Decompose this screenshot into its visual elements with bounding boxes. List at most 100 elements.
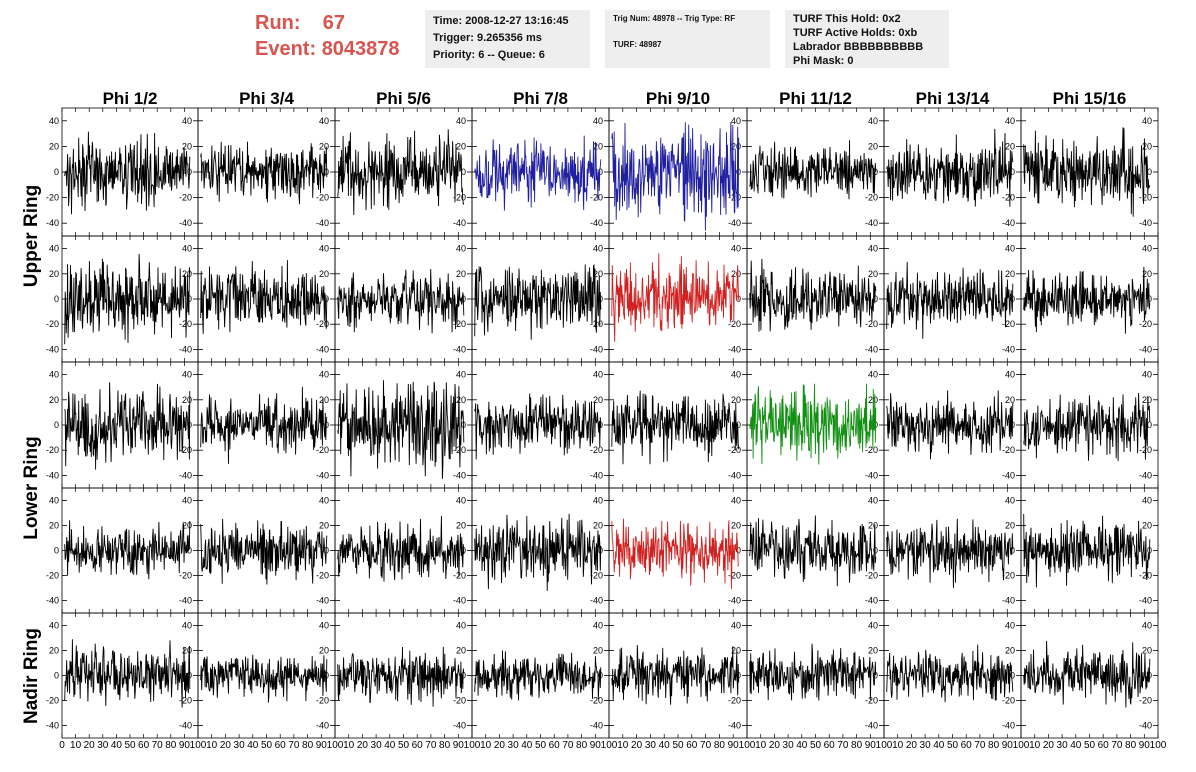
ytick-label-r4-c4--20: -20: [590, 571, 603, 581]
ytick-label-r5-c3-40: 40: [456, 621, 466, 631]
xtick-label-c7-100: 100: [1013, 740, 1030, 751]
ytick-label-r3-c5--40: -40: [728, 470, 741, 480]
ytick-label-r3-c3-40: 40: [456, 370, 466, 380]
ytick-label-r2-left--40: -40: [46, 344, 59, 354]
ytick-label-r2-c7-40: 40: [1005, 244, 1015, 254]
ytick-label-r2-c6-40: 40: [868, 244, 878, 254]
ytick-label-r5-c6-20: 20: [868, 646, 878, 656]
xtick-label-c5-10: 10: [617, 740, 629, 751]
ytick-label-r4-c8--20: -20: [1139, 571, 1152, 581]
ytick-label-r4-c3--40: -40: [453, 596, 466, 606]
xtick-label-c4-80: 80: [576, 740, 588, 751]
ytick-label-r3-c4-20: 20: [593, 395, 603, 405]
xtick-label-c3-100: 100: [464, 740, 481, 751]
ytick-label-r5-c2-40: 40: [319, 621, 329, 631]
xtick-label-c3-30: 30: [371, 740, 383, 751]
xtick-label-c1-40: 40: [111, 740, 123, 751]
ytick-label-r5-c3--40: -40: [453, 721, 466, 731]
ytick-label-r3-c2--40: -40: [316, 470, 329, 480]
xtick-label-c8-10: 10: [1029, 740, 1041, 751]
waveform-r4-c3: [337, 515, 465, 582]
ytick-label-r2-c3--20: -20: [453, 319, 466, 329]
panel-frame-r5-c4: [471, 612, 610, 739]
ytick-label-r2-c2--20: -20: [316, 319, 329, 329]
ytick-label-r4-c5-0: 0: [736, 546, 741, 556]
ytick-label-r5-left-40: 40: [49, 621, 59, 631]
xtick-label-c8-20: 20: [1043, 740, 1055, 751]
xtick-label-c5-60: 60: [686, 740, 698, 751]
ytick-label-r2-left-40: 40: [49, 244, 59, 254]
waveform-r5-c5: [611, 644, 740, 705]
ytick-label-r5-left-0: 0: [54, 671, 59, 681]
waveform-r3-c6: [749, 383, 877, 465]
ytick-label-r4-c6-40: 40: [868, 496, 878, 506]
ytick-label-r1-c1-40: 40: [182, 116, 192, 126]
waveform-r2-c7: [886, 261, 1014, 339]
ytick-label-r3-c2--20: -20: [316, 445, 329, 455]
waveform-r4-c4: [474, 513, 602, 592]
ytick-label-r1-left--40: -40: [46, 218, 59, 228]
xtick-label-c2-100: 100: [327, 740, 344, 751]
ytick-label-r5-c4--20: -20: [590, 696, 603, 706]
ytick-label-r4-c7-0: 0: [1010, 546, 1015, 556]
xtick-label-c5-20: 20: [631, 740, 643, 751]
waveform-r5-c6: [749, 643, 877, 701]
ytick-label-r3-c1-20: 20: [182, 395, 192, 405]
xtick-label-c5-100: 100: [739, 740, 756, 751]
xtick-label-c6-50: 50: [810, 740, 822, 751]
xtick-label-c5-90: 90: [728, 740, 740, 751]
ytick-label-r4-c3-40: 40: [456, 496, 466, 506]
waveform-r5-c3: [337, 646, 465, 707]
xtick-label-c7-60: 60: [961, 740, 973, 751]
ytick-label-r3-c2-40: 40: [319, 370, 329, 380]
xtick-label-c2-30: 30: [234, 740, 246, 751]
xtick-label-c2-60: 60: [275, 740, 287, 751]
ytick-label-r1-c7-0: 0: [1010, 167, 1015, 177]
ytick-label-r1-c7-20: 20: [1005, 141, 1015, 151]
xtick-label-c8-80: 80: [1125, 740, 1137, 751]
xtick-label-c2-70: 70: [288, 740, 300, 751]
xtick-label-c5-80: 80: [714, 740, 726, 751]
xtick-label-c7-40: 40: [933, 740, 945, 751]
ytick-label-r3-c8-0: 0: [1147, 420, 1152, 430]
ytick-label-r5-c7--20: -20: [1002, 696, 1015, 706]
waveform-r5-c4: [474, 650, 602, 701]
waveform-r5-c1: [64, 639, 191, 708]
ytick-label-r3-left--40: -40: [46, 470, 59, 480]
xtick-label-c6-60: 60: [824, 740, 836, 751]
ytick-label-r5-c8-40: 40: [1142, 621, 1152, 631]
ytick-label-r1-c4--40: -40: [590, 218, 603, 228]
ytick-label-r5-c7-0: 0: [1010, 671, 1015, 681]
ytick-label-r2-c6--40: -40: [865, 344, 878, 354]
ytick-label-r2-c8--20: -20: [1139, 319, 1152, 329]
ytick-label-r3-c3-20: 20: [456, 395, 466, 405]
ytick-label-r1-c4-0: 0: [598, 167, 603, 177]
ytick-label-r1-c1--20: -20: [179, 193, 192, 203]
ytick-label-r5-c5--40: -40: [728, 721, 741, 731]
ytick-label-r2-c7--40: -40: [1002, 344, 1015, 354]
ytick-label-r2-left-20: 20: [49, 269, 59, 279]
ytick-label-r4-c6--20: -20: [865, 571, 878, 581]
ytick-label-r1-c4-20: 20: [593, 141, 603, 151]
ytick-label-r4-c3-20: 20: [456, 521, 466, 531]
waveform-r2-c8: [1023, 266, 1151, 334]
ytick-label-r5-c7--40: -40: [1002, 721, 1015, 731]
ytick-label-r4-c6-20: 20: [868, 521, 878, 531]
ytick-label-r3-left--20: -20: [46, 445, 59, 455]
xtick-label-c2-90: 90: [316, 740, 328, 751]
ytick-label-r3-c8-40: 40: [1142, 370, 1152, 380]
ytick-label-r1-c6-40: 40: [868, 116, 878, 126]
ytick-label-r3-c7--40: -40: [1002, 470, 1015, 480]
ytick-label-r4-c8--40: -40: [1139, 596, 1152, 606]
waveform-r2-c3: [337, 268, 465, 334]
ytick-label-r4-c1-0: 0: [187, 546, 192, 556]
waveform-r5-c7: [886, 644, 1014, 703]
ytick-label-r1-c4-40: 40: [593, 116, 603, 126]
ytick-label-r1-c8--40: -40: [1139, 218, 1152, 228]
ytick-label-r4-c6--40: -40: [865, 596, 878, 606]
xtick-label-c6-80: 80: [851, 740, 863, 751]
ytick-label-r4-c1-20: 20: [182, 521, 192, 531]
ytick-label-r2-c6-0: 0: [873, 294, 878, 304]
ytick-label-r3-c1--20: -20: [179, 445, 192, 455]
